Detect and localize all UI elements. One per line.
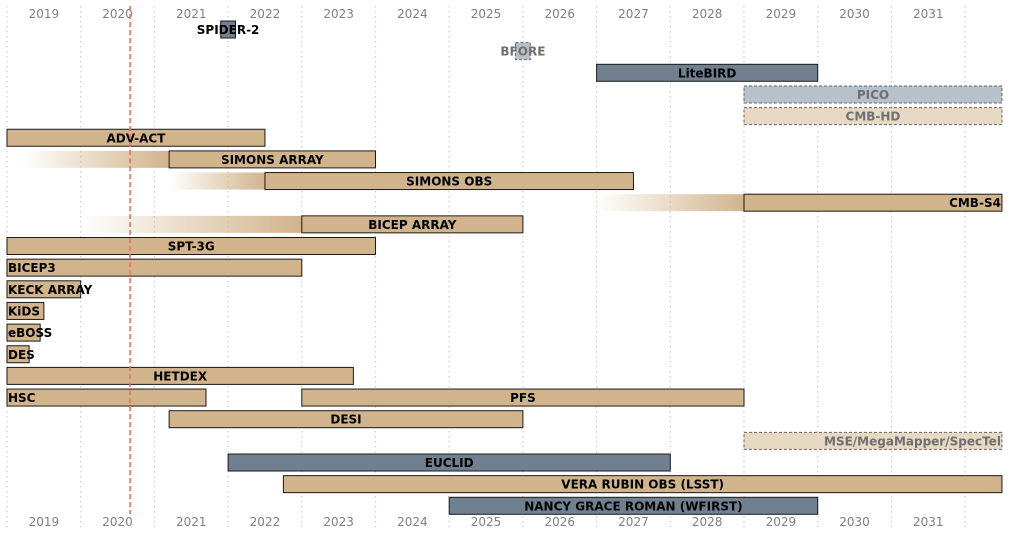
x-tick-label-bottom: 2021 — [176, 515, 207, 529]
x-tick-label-top: 2029 — [766, 7, 797, 21]
x-tick-label-bottom: 2030 — [839, 515, 870, 529]
cmb-hd-bar — [743, 107, 1003, 126]
x-tick-label-top: 2030 — [839, 7, 870, 21]
x-tick-label-top: 2021 — [176, 7, 207, 21]
bicep-array-label: BICEP ARRAY — [368, 218, 456, 232]
vera-rubin-obs-lsst-bar — [282, 475, 1003, 494]
x-tick-label-bottom: 2029 — [766, 515, 797, 529]
simons-array-bar — [168, 150, 376, 169]
bicep3-bar — [6, 258, 303, 277]
timeline-bars: SPIDER-2 BFORE LiteBIRD PICO CMB-HD ADV-ACT SI… — [6, 20, 1003, 515]
bfore-label: BFORE — [500, 45, 545, 59]
cmb-s4-label: CMB-S4 — [949, 196, 1001, 210]
x-tick-label-bottom: 2019 — [29, 515, 60, 529]
simons-obs-fade — [169, 172, 265, 190]
simons-obs-label: SIMONS OBS — [406, 175, 492, 189]
x-tick-label-top: 2024 — [397, 7, 428, 21]
cmb-hd-label: CMB-HD — [846, 110, 901, 124]
hetdex-bar — [6, 366, 354, 385]
pfs-bar — [301, 388, 745, 407]
x-tick-label-top: 2022 — [250, 7, 281, 21]
x-tick-label-top: 2019 — [29, 7, 60, 21]
x-tick-label-bottom: 2026 — [544, 515, 575, 529]
x-tick-label-bottom: 2027 — [618, 515, 649, 529]
simons-obs-bar — [264, 172, 634, 191]
bottom-tick-labels: 2019 2020 2021 2022 2023 2024 2025 2026 2027 2028… — [29, 515, 944, 529]
hetdex-label: HETDEX — [153, 369, 208, 383]
des-label: DES — [8, 348, 35, 362]
x-tick-label-top: 2023 — [323, 7, 354, 21]
pfs-label: PFS — [510, 391, 536, 405]
x-tick-label-bottom: 2024 — [397, 515, 428, 529]
euclid-bar — [227, 453, 671, 472]
x-tick-label-top: 2027 — [618, 7, 649, 21]
eboss-label: eBOSS — [8, 326, 52, 340]
nancy-grace-roman-wfirst-label: NANCY GRACE ROMAN (WFIRST) — [524, 499, 742, 513]
vera-rubin-obs-lsst-label: VERA RUBIN OBS (LSST) — [561, 478, 724, 492]
bicep3-label: BICEP3 — [8, 261, 56, 275]
des-bar — [6, 345, 30, 364]
x-tick-label-bottom: 2031 — [913, 515, 944, 529]
spider-2-label: SPIDER-2 — [197, 23, 260, 37]
euclid-label: EUCLID — [425, 456, 474, 470]
x-tick-label-top: 2028 — [692, 7, 723, 21]
mse-megamapper-spectel-label: MSE/MegaMapper/SpecTel — [824, 434, 1001, 448]
x-tick-label-bottom: 2028 — [692, 515, 723, 529]
pico-bar — [743, 85, 1003, 104]
x-tick-label-bottom: 2022 — [250, 515, 281, 529]
nancy-grace-roman-wfirst-bar — [448, 496, 819, 515]
mse-megamapper-spectel-bar — [743, 431, 1003, 450]
bicep-array-bar — [301, 215, 524, 234]
spider-2-bar — [220, 20, 236, 39]
hsc-label: HSC — [8, 391, 36, 405]
litebird-bar — [596, 63, 819, 82]
kids-label: KiDS — [8, 304, 40, 318]
litebird-label: LiteBIRD — [678, 66, 736, 80]
adv-act-label: ADV-ACT — [107, 131, 167, 145]
spt-3g-label: SPT-3G — [168, 240, 215, 254]
x-tick-label-top: 2020 — [102, 7, 133, 21]
bicep-array-fade — [80, 215, 302, 233]
pico-label: PICO — [857, 88, 889, 102]
cmb-s4-fade — [596, 194, 744, 212]
desi-bar — [168, 410, 524, 429]
x-tick-label-top: 2025 — [471, 7, 502, 21]
keck-array-bar — [6, 280, 82, 299]
x-tick-label-bottom: 2025 — [471, 515, 502, 529]
desi-label: DESI — [330, 413, 361, 427]
keck-array-label: KECK ARRAY — [8, 283, 93, 297]
simons-array-fade — [21, 150, 170, 168]
adv-act-bar — [6, 128, 266, 147]
spt-3g-bar — [6, 237, 376, 255]
cmb-s4-bar — [743, 193, 1003, 212]
bfore-bar — [515, 42, 531, 61]
top-tick-labels: 2019 2020 2021 2022 2023 2024 2025 2026 2027 2028… — [29, 7, 944, 21]
hsc-bar — [6, 388, 207, 407]
x-tick-label-bottom: 2023 — [323, 515, 354, 529]
eboss-bar — [6, 323, 41, 342]
x-tick-label-top: 2026 — [544, 7, 575, 21]
x-tick-label-bottom: 2020 — [102, 515, 133, 529]
kids-bar — [6, 301, 45, 320]
x-tick-label-top: 2031 — [913, 7, 944, 21]
simons-array-label: SIMONS ARRAY — [221, 153, 324, 167]
